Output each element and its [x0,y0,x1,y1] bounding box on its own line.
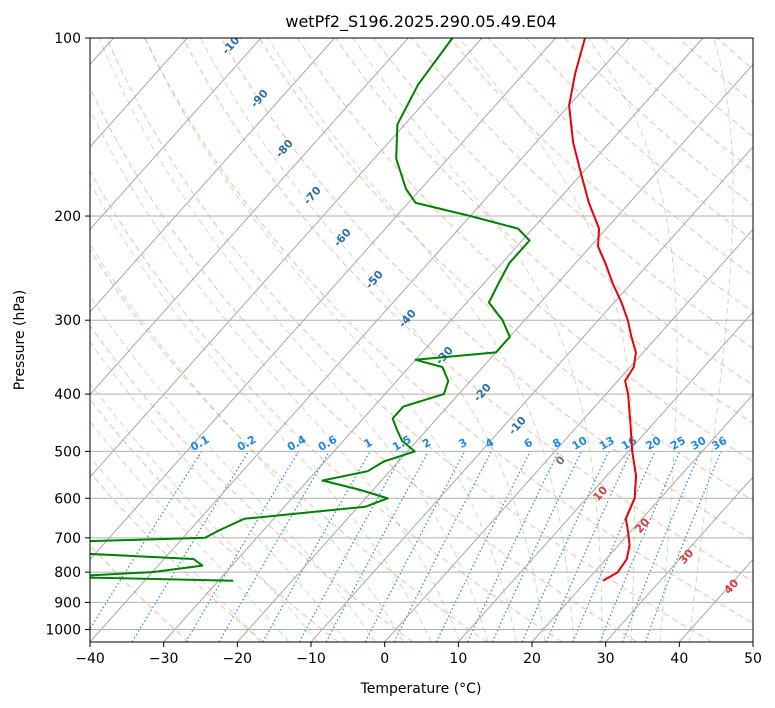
x-tick-label: 40 [670,651,688,667]
isotherm-line [605,476,753,642]
y-tick-label: 1000 [45,622,81,638]
mixing-ratio-line [644,451,722,642]
y-tick-label: 400 [54,387,81,403]
x-tick-label: −10 [296,651,326,667]
moist-adiabat [98,38,489,642]
moist-adiabat [90,420,290,642]
moist-adiabat [587,38,678,642]
mixing-ratio-line [435,451,531,642]
dry-adiabat [90,471,264,642]
isotherm-line [163,38,704,642]
moist-adiabat [267,38,575,642]
moist-adiabat [352,38,603,642]
mixing-ratio-line [325,451,430,642]
y-tick-label: 900 [54,595,81,611]
y-tick-label: 100 [54,31,81,47]
isotherm-line [457,311,753,642]
isotherm-line [90,38,409,396]
x-tick-label: −40 [75,651,105,667]
moist-adiabat [200,38,546,642]
mixing-ratio-line [621,451,701,642]
isotherm-line [531,393,753,642]
y-tick-label: 700 [54,531,81,547]
dry-adiabat [335,38,753,424]
moist-adiabat [90,294,376,642]
y-tick-label: 500 [54,444,81,460]
sounding-traces [90,38,638,582]
y-tick-label: 800 [54,565,81,581]
dry-adiabat [90,398,339,642]
isotherm-line [384,228,753,642]
x-tick-label: 10 [449,651,467,667]
moist-adiabat [90,456,261,642]
dry-adiabat [90,86,638,642]
isotherm-line [90,38,188,148]
isotherm-line [90,38,483,478]
moist-adiabat [459,38,635,642]
mixing-ratio-line [521,451,610,642]
isotherm-line [90,38,262,231]
x-tick-label: −30 [149,651,179,667]
y-tick-label: 600 [54,491,81,507]
x-tick-label: 20 [523,651,541,667]
dewpoint-trace [90,38,531,582]
isotherm-line [90,38,630,642]
y-axis-title: Pressure (hPa) [12,290,28,390]
isotherm-line [310,146,753,642]
dry-adiabat [449,38,753,313]
plot-frame [89,37,754,643]
moist-adiabat [144,38,517,642]
mixing-ratio-line [393,451,492,642]
dry-adiabat [90,170,563,642]
isotherm-line [90,38,335,313]
y-tick-label: 300 [54,313,81,329]
dry-adiabat [90,544,190,642]
moist-adiabat [90,242,404,642]
dry-adiabat [411,38,753,349]
mixing-ratio-line [262,451,371,642]
mixing-ratio-line [298,451,405,642]
mixing-ratio-line [545,451,632,642]
moist-adiabat [90,108,461,642]
mixing-ratio-line [599,451,681,642]
skewed-isotherms [90,38,753,642]
dry-adiabat [144,38,753,624]
moist-adiabats [90,38,734,642]
moist-adiabat [90,341,347,642]
y-tick-label: 200 [54,209,81,225]
dry-adiabat [90,248,488,642]
chart-title: wetPf2_S196.2025.290.05.49.E04 [285,12,556,32]
x-tick-label: 30 [597,651,615,667]
x-axis-title: Temperature (°C) [360,681,482,697]
x-axis-ticks: −40 −30 −20 −10 0 10 20 30 40 50 [75,642,762,667]
moist-adiabat [90,382,319,642]
x-tick-label: 50 [744,651,762,667]
y-axis-ticks: 100 200 300 400 500 600 700 800 900 1000 [45,31,90,638]
moist-adiabat [688,38,734,642]
x-tick-label: −20 [223,651,253,667]
dry-adiabat [106,38,712,642]
x-tick-label: 0 [380,651,389,667]
isobar-gridlines [90,38,753,630]
